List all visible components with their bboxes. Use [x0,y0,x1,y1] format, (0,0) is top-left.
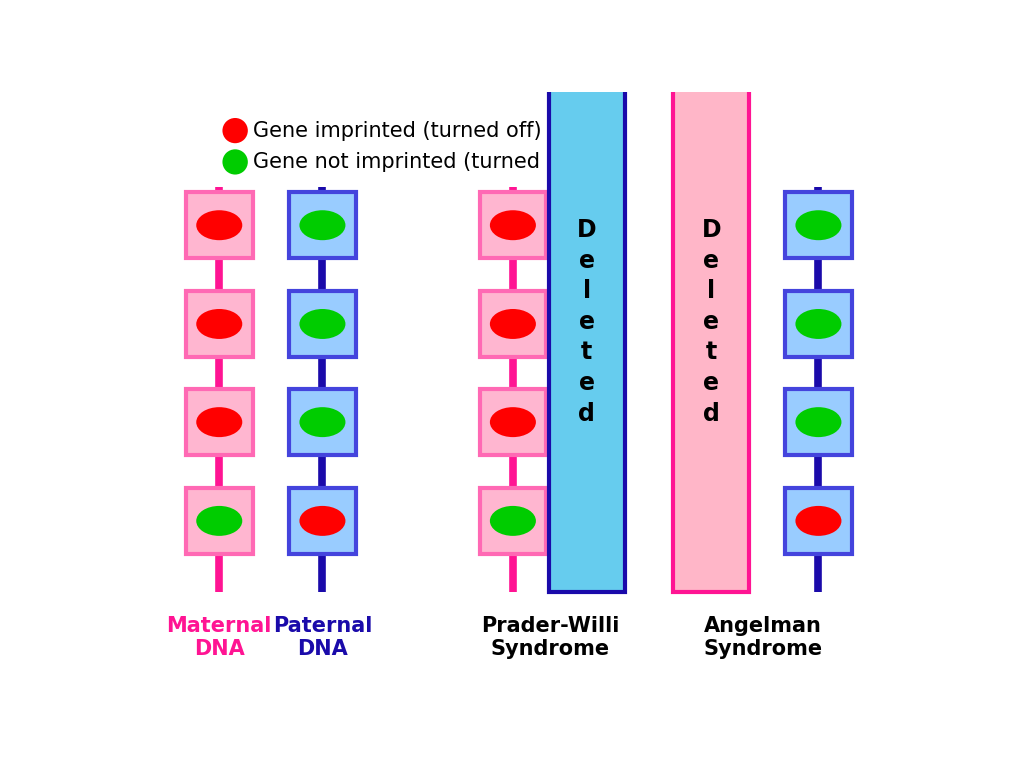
Ellipse shape [489,407,536,437]
Bar [673,51,750,592]
Ellipse shape [796,506,842,536]
Bar [186,389,253,455]
Bar [785,389,852,455]
Text: Maternal
DNA: Maternal DNA [167,615,272,659]
Ellipse shape [489,309,536,339]
Bar [479,389,546,455]
Ellipse shape [222,118,248,143]
Bar [186,291,253,357]
Ellipse shape [299,210,345,240]
Ellipse shape [796,210,842,240]
Ellipse shape [197,309,243,339]
Text: Gene not imprinted (turned on): Gene not imprinted (turned on) [253,152,581,172]
Text: Prader-Willi
Syndrome: Prader-Willi Syndrome [481,615,620,659]
Ellipse shape [489,506,536,536]
Bar [186,488,253,554]
Bar [289,488,355,554]
Bar [479,488,546,554]
Ellipse shape [489,210,536,240]
Bar [785,192,852,258]
Text: Gene imprinted (turned off): Gene imprinted (turned off) [253,121,542,141]
Ellipse shape [796,407,842,437]
Text: D
e
l
e
t
e
d: D e l e t e d [577,218,597,425]
Text: Paternal
DNA: Paternal DNA [272,615,372,659]
Ellipse shape [299,309,345,339]
Ellipse shape [222,149,248,174]
Bar [186,192,253,258]
Bar [479,192,546,258]
Ellipse shape [197,210,243,240]
Bar [289,291,355,357]
Bar [289,192,355,258]
Bar [549,51,625,592]
Text: Angelman
Syndrome: Angelman Syndrome [703,615,822,659]
Ellipse shape [299,407,345,437]
Ellipse shape [197,506,243,536]
Ellipse shape [299,506,345,536]
Bar [785,291,852,357]
Ellipse shape [197,407,243,437]
Bar [289,389,355,455]
Ellipse shape [796,309,842,339]
Bar [785,488,852,554]
Text: D
e
l
e
t
e
d: D e l e t e d [701,218,721,425]
Bar [479,291,546,357]
